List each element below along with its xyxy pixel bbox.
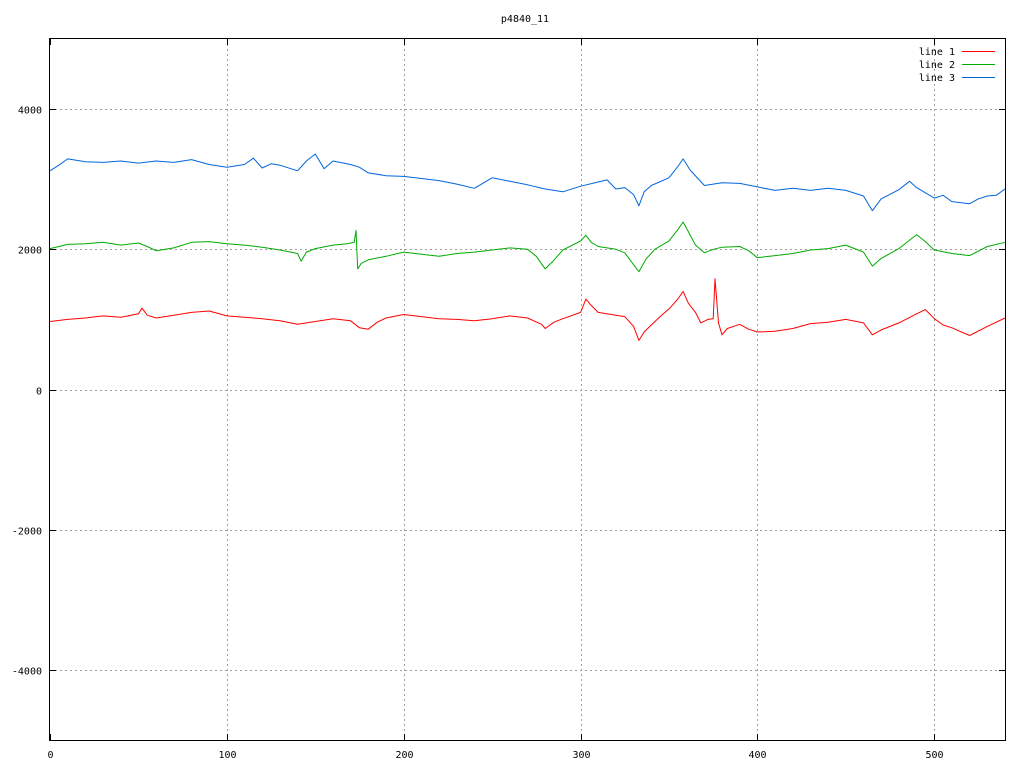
y-axis: -4000 -2000 0 2000 4000 [12,106,1005,678]
grid [50,39,1005,740]
x-tick-label: 500 [925,750,943,761]
x-tick-label: 0 [47,750,53,761]
x-tick-label: 300 [572,750,590,761]
y-tick-label: 2000 [18,246,42,257]
legend-label-2: line 2 [919,60,955,71]
x-tick-label: 200 [395,750,413,761]
series-line-3 [49,153,1006,212]
y-tick-label: -2000 [12,527,42,538]
legend-label-3: line 3 [919,73,955,84]
plot-frame [49,38,1006,741]
y-tick-label: 0 [36,387,42,398]
y-tick-label: -4000 [12,667,42,678]
series-group [49,153,1006,341]
x-axis: 0 100 200 300 400 500 [47,39,944,761]
series-line-2 [49,221,1006,273]
legend-label-1: line 1 [919,47,955,58]
chart-title: p4840_11 [501,14,549,25]
x-tick-label: 100 [218,750,236,761]
legend: line 1 line 2 line 3 [919,47,995,84]
x-tick-label: 400 [748,750,766,761]
y-tick-label: 4000 [18,106,42,117]
series-line-1 [49,278,1006,341]
